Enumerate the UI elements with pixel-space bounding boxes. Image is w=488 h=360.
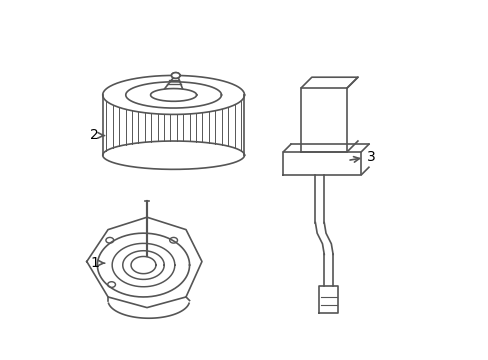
Text: 3: 3 [349, 149, 375, 163]
Ellipse shape [171, 73, 180, 78]
Ellipse shape [169, 238, 177, 243]
Text: 2: 2 [90, 128, 104, 142]
Ellipse shape [106, 238, 114, 243]
Text: 1: 1 [90, 256, 104, 270]
Ellipse shape [107, 282, 115, 287]
